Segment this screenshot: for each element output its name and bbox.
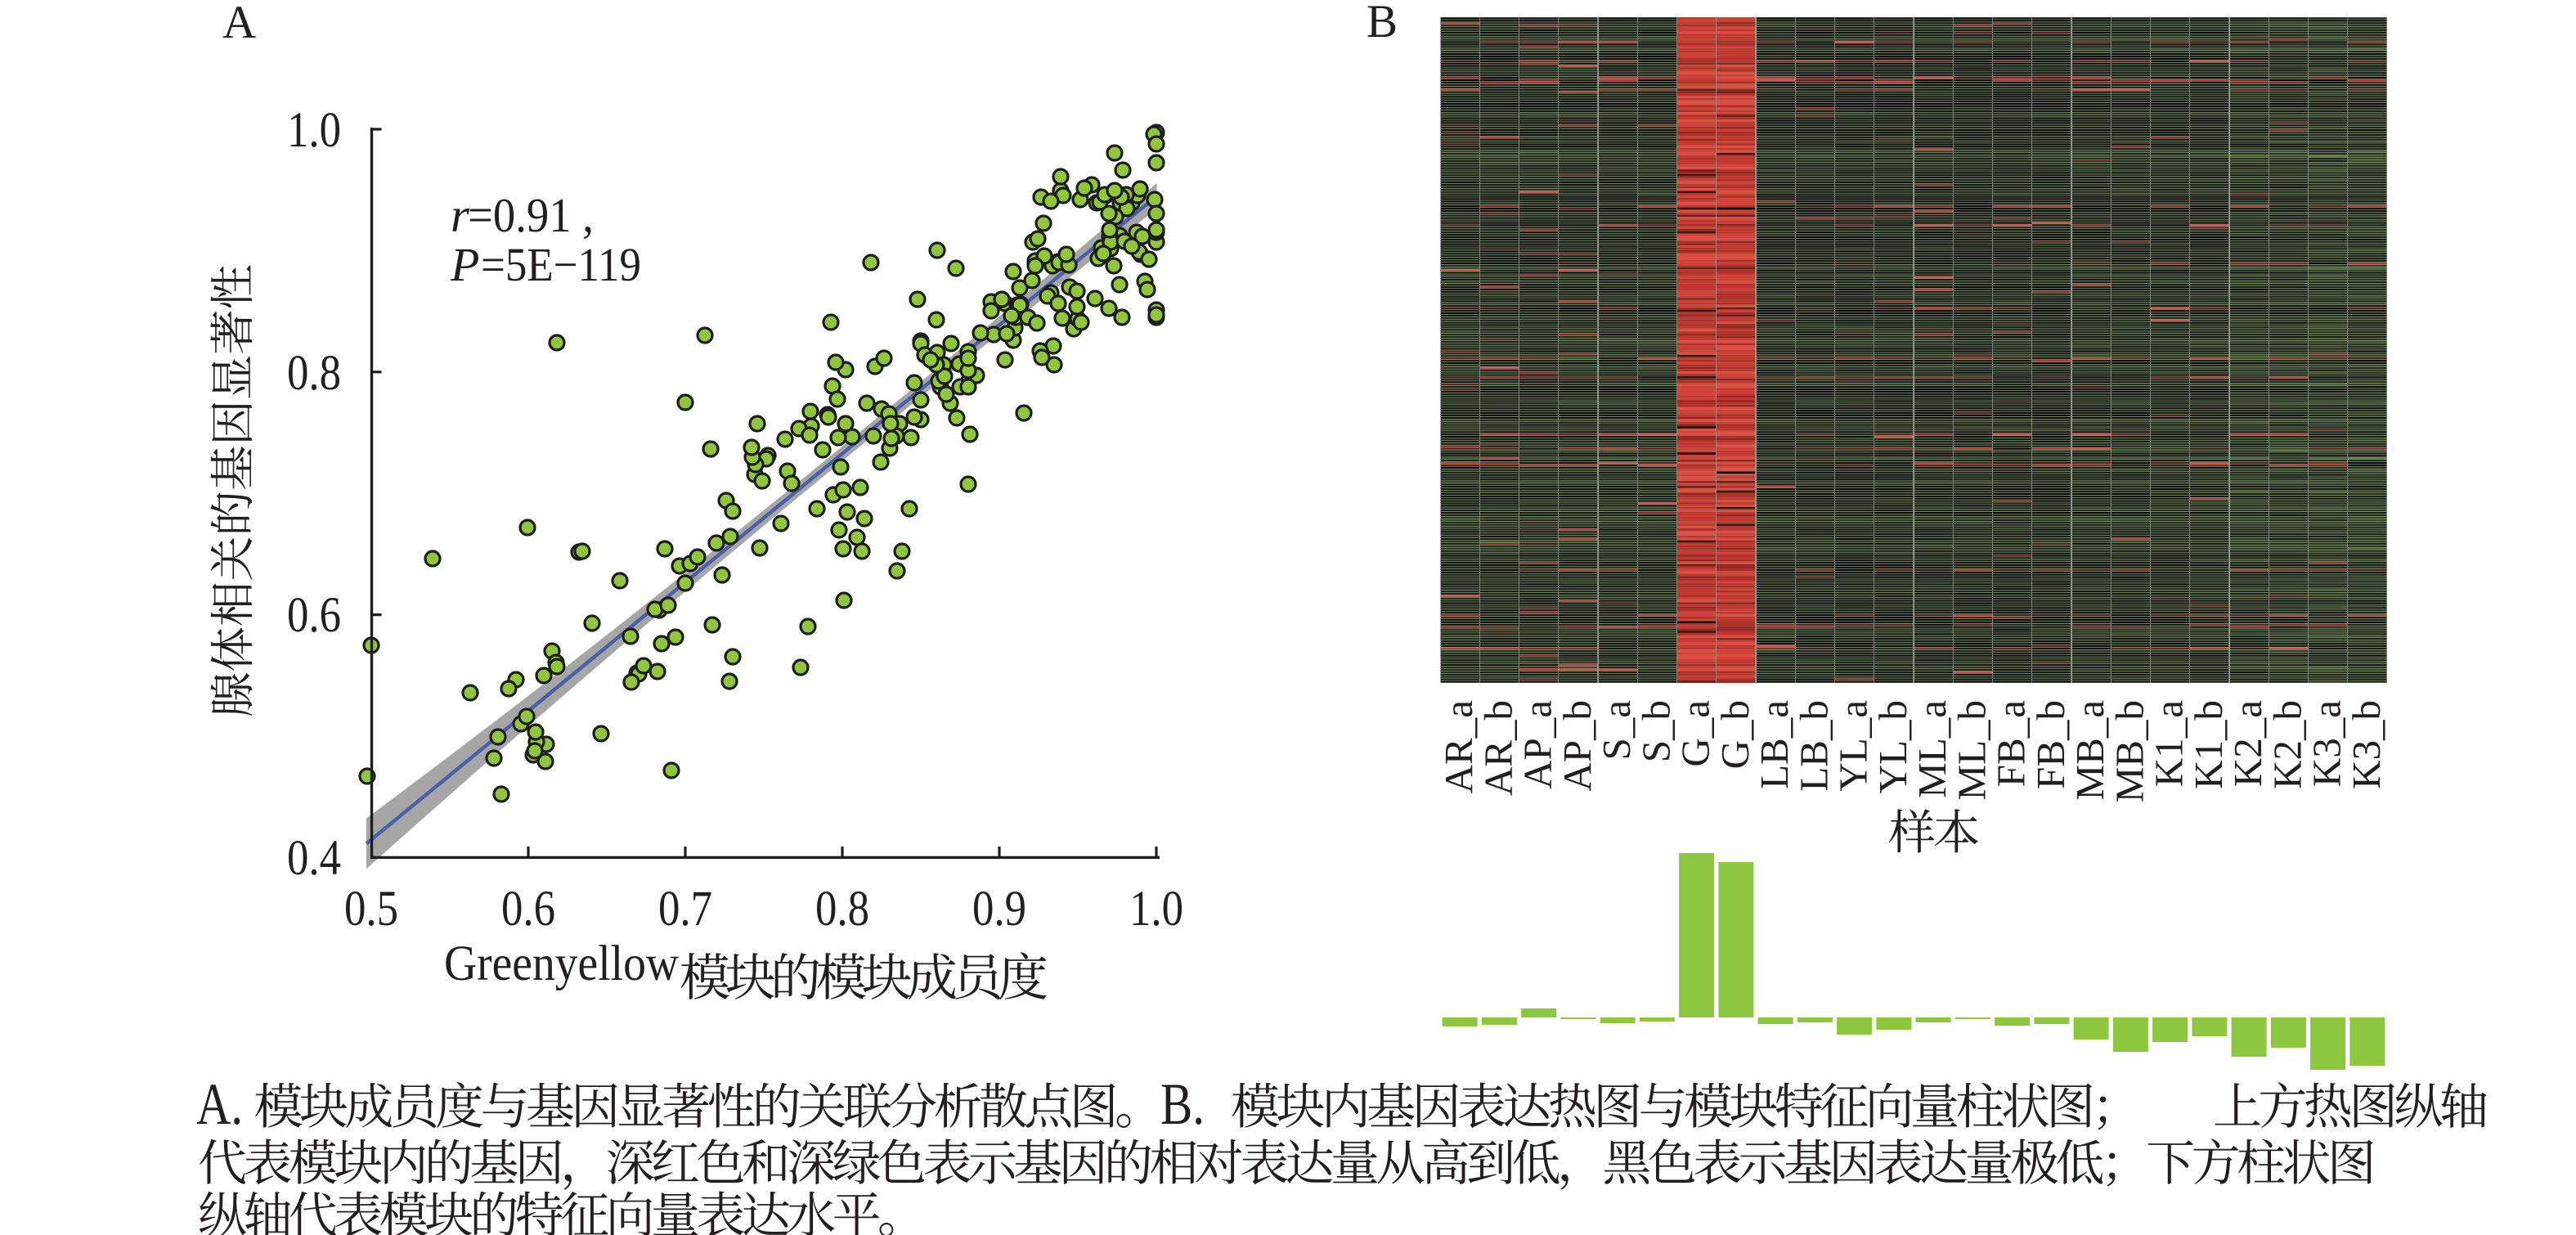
svg-text:S_a: S_a bbox=[1594, 700, 1639, 761]
svg-text:r: r bbox=[451, 188, 470, 242]
svg-text:0.8: 0.8 bbox=[287, 346, 341, 401]
svg-text:MB_b: MB_b bbox=[2107, 700, 2152, 802]
svg-text:K1_a: K1_a bbox=[2147, 700, 2192, 787]
svg-text:P: P bbox=[450, 238, 479, 291]
svg-text:A.: A. bbox=[196, 1071, 243, 1137]
svg-text:FB_b: FB_b bbox=[2028, 700, 2073, 789]
svg-text:YL_b: YL_b bbox=[1870, 700, 1915, 793]
svg-text:=0.91 ,: =0.91 , bbox=[468, 188, 594, 242]
svg-text:K1_b: K1_b bbox=[2186, 700, 2231, 789]
svg-text:K2_b: K2_b bbox=[2264, 700, 2309, 789]
svg-text:AP_a: AP_a bbox=[1515, 700, 1560, 789]
svg-text:LB_b: LB_b bbox=[1791, 700, 1836, 792]
svg-text:0.6: 0.6 bbox=[501, 882, 555, 936]
svg-text:G_a: G_a bbox=[1673, 700, 1718, 767]
svg-text:ML_b: ML_b bbox=[1949, 700, 1994, 801]
svg-text:0.9: 0.9 bbox=[972, 882, 1026, 936]
svg-text:AR_b: AR_b bbox=[1475, 700, 1520, 796]
svg-text:AP_b: AP_b bbox=[1555, 700, 1600, 792]
svg-text:MB_a: MB_a bbox=[2067, 700, 2112, 801]
svg-text:0.6: 0.6 bbox=[287, 588, 341, 643]
svg-text:LB_a: LB_a bbox=[1752, 700, 1797, 789]
svg-text:K3_a: K3_a bbox=[2304, 700, 2349, 787]
svg-text:AR_a: AR_a bbox=[1436, 700, 1481, 794]
svg-text:S_b: S_b bbox=[1633, 700, 1678, 762]
svg-text:ML_a: ML_a bbox=[1910, 700, 1954, 798]
svg-text:0.4: 0.4 bbox=[287, 831, 341, 886]
svg-text:K3_b: K3_b bbox=[2344, 700, 2389, 789]
svg-text:A: A bbox=[222, 0, 256, 48]
svg-text:Greenyellow: Greenyellow bbox=[444, 936, 679, 991]
svg-text:YL_a: YL_a bbox=[1831, 700, 1876, 792]
svg-text:FB_a: FB_a bbox=[1989, 700, 2034, 787]
svg-text:1.0: 1.0 bbox=[287, 103, 341, 158]
svg-text:1.0: 1.0 bbox=[1129, 882, 1183, 936]
svg-text:B.: B. bbox=[1160, 1071, 1205, 1137]
svg-text:0.7: 0.7 bbox=[658, 882, 712, 936]
svg-text:K2_a: K2_a bbox=[2225, 700, 2270, 787]
svg-text:0.5: 0.5 bbox=[344, 882, 398, 936]
svg-text:G_b: G_b bbox=[1712, 700, 1757, 769]
svg-text:0.8: 0.8 bbox=[815, 882, 869, 936]
svg-text:B: B bbox=[1367, 0, 1398, 47]
svg-text:=5E−119: =5E−119 bbox=[481, 238, 641, 291]
